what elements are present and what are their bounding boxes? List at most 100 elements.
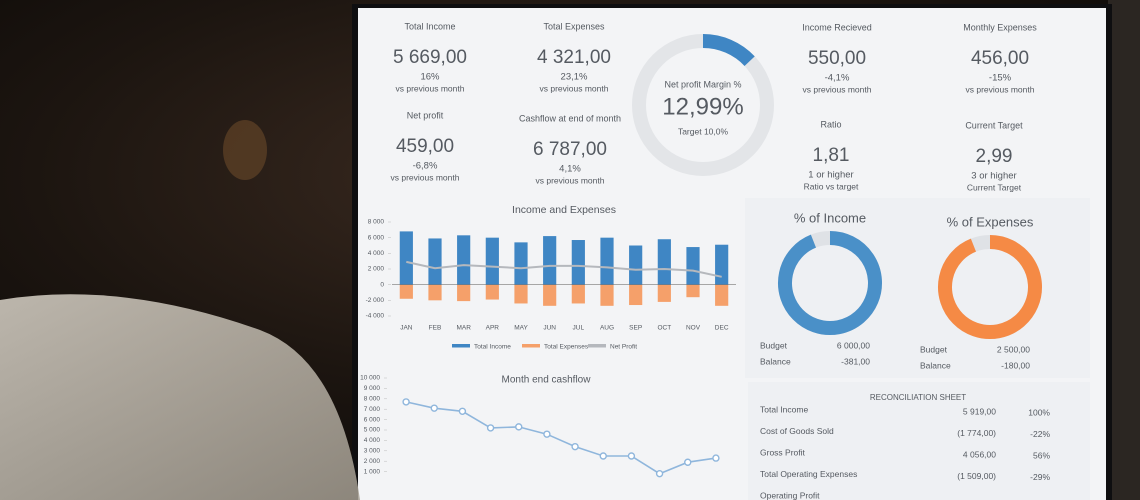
y-tick-label: 7 000 xyxy=(364,406,381,413)
kpi-note: vs previous month xyxy=(803,84,872,94)
cashflow-point xyxy=(599,452,607,460)
x-tick-label: JAN xyxy=(400,325,413,332)
share-arc xyxy=(938,235,1042,339)
x-tick-label: AUG xyxy=(600,325,614,332)
kpi-change: 4,1% xyxy=(559,164,581,175)
legend-label: Total Expenses xyxy=(544,344,589,351)
kpi-change: 1 or higher xyxy=(808,170,853,181)
reconciliation-percent: -22% xyxy=(1030,429,1050,439)
bar xyxy=(571,240,585,285)
share-row-label: Budget xyxy=(760,340,788,350)
x-tick-label: APR xyxy=(486,325,500,332)
bar xyxy=(514,242,528,285)
y-tick-label: 2 000 xyxy=(368,266,385,273)
margin-arc xyxy=(702,34,755,67)
x-tick-label: SEP xyxy=(629,325,642,332)
y-tick-label: 4 000 xyxy=(364,437,381,444)
x-tick-label: JUL xyxy=(573,325,585,332)
bar xyxy=(715,244,729,285)
net-profit-line xyxy=(406,260,722,278)
bar xyxy=(485,237,499,285)
bar xyxy=(457,284,471,302)
share-row-label: Budget xyxy=(920,344,948,354)
bar xyxy=(715,284,729,306)
kpi-note: vs previous month xyxy=(540,83,609,93)
legend-label: Net Profit xyxy=(610,344,637,351)
share-row-value: 2 500,00 xyxy=(997,344,1030,354)
bar xyxy=(457,235,471,285)
share-row-label: Balance xyxy=(760,356,791,366)
reconciliation-percent: 56% xyxy=(1033,450,1050,460)
cashflow-line xyxy=(405,401,717,475)
margin-label: Net profit Margin % xyxy=(664,79,741,89)
x-tick-label: MAR xyxy=(456,325,471,332)
reconciliation-label: Cost of Goods Sold xyxy=(760,426,834,436)
y-tick-label: 8 000 xyxy=(364,396,381,403)
share-row-value: -180,00 xyxy=(1001,360,1030,370)
bar xyxy=(600,284,614,306)
kpi-change: 23,1% xyxy=(561,72,588,83)
margin-value: 12,99% xyxy=(662,93,743,120)
kpi-note: vs previous month xyxy=(536,175,605,185)
bar xyxy=(399,284,413,299)
chart-title: Month end cashflow xyxy=(502,375,592,386)
cashflow-point xyxy=(712,454,720,462)
x-tick-label: MAY xyxy=(514,325,528,332)
y-tick-label: 8 000 xyxy=(368,219,385,226)
cashflow-point xyxy=(430,404,438,412)
share-row-value: 6 000,00 xyxy=(837,340,870,350)
x-tick-label: JUN xyxy=(543,325,556,332)
y-tick-label: 6 000 xyxy=(368,234,385,241)
kpi-value: 1,81 xyxy=(813,145,850,166)
earring xyxy=(223,120,267,180)
cashflow-point xyxy=(655,469,664,478)
cashflow-point xyxy=(543,430,551,438)
x-tick-label: OCT xyxy=(657,325,671,332)
share-row-value: -381,00 xyxy=(841,356,870,366)
x-tick-label: FEB xyxy=(429,325,442,332)
cashflow-point xyxy=(571,442,579,451)
bar xyxy=(428,238,442,285)
bar xyxy=(571,284,585,304)
legend-swatch xyxy=(588,344,606,348)
kpi-value: 2,99 xyxy=(976,146,1013,167)
y-tick-label: 2 000 xyxy=(364,458,381,465)
y-tick-label: 10 000 xyxy=(360,375,380,382)
bar xyxy=(686,284,700,298)
kpi-title: Monthly Expenses xyxy=(963,22,1037,32)
kpi-change: -15% xyxy=(989,73,1012,84)
share-arc xyxy=(778,231,882,335)
kpi-title: Ratio xyxy=(820,119,841,129)
kpi-change: -6,8% xyxy=(413,161,438,172)
bar xyxy=(657,284,671,302)
reconciliation-label: Operating Profit xyxy=(760,490,820,500)
margin-target: Target 10,0% xyxy=(678,126,729,136)
kpi-title: Cashflow at end of month xyxy=(519,113,621,123)
y-tick-label: 5 000 xyxy=(364,427,381,434)
reconciliation-label: Total Operating Expenses xyxy=(760,469,857,479)
reconciliation-amount: (1 509,00) xyxy=(957,471,996,481)
kpi-change: 3 or higher xyxy=(971,171,1016,182)
kpi-value: 4 321,00 xyxy=(537,47,611,68)
y-tick-label: 9 000 xyxy=(364,385,381,392)
bar xyxy=(428,284,442,301)
y-tick-label: 3 000 xyxy=(364,448,381,455)
y-tick-label: -4 000 xyxy=(366,313,385,320)
bar xyxy=(399,231,413,285)
reconciliation-percent: -29% xyxy=(1030,472,1050,482)
kpi-note: vs previous month xyxy=(396,83,465,93)
share-title: % of Expenses xyxy=(947,214,1034,229)
cashflow-point xyxy=(402,398,410,406)
bar xyxy=(629,245,643,285)
kpi-title: Current Target xyxy=(965,120,1023,130)
kpi-title: Total Expenses xyxy=(543,21,605,31)
y-tick-label: 4 000 xyxy=(368,250,385,257)
cashflow-point xyxy=(684,458,692,466)
kpi-title: Income Recieved xyxy=(802,22,872,32)
room-edge xyxy=(1108,0,1140,500)
cashflow-point xyxy=(458,407,467,415)
bar xyxy=(600,237,614,285)
